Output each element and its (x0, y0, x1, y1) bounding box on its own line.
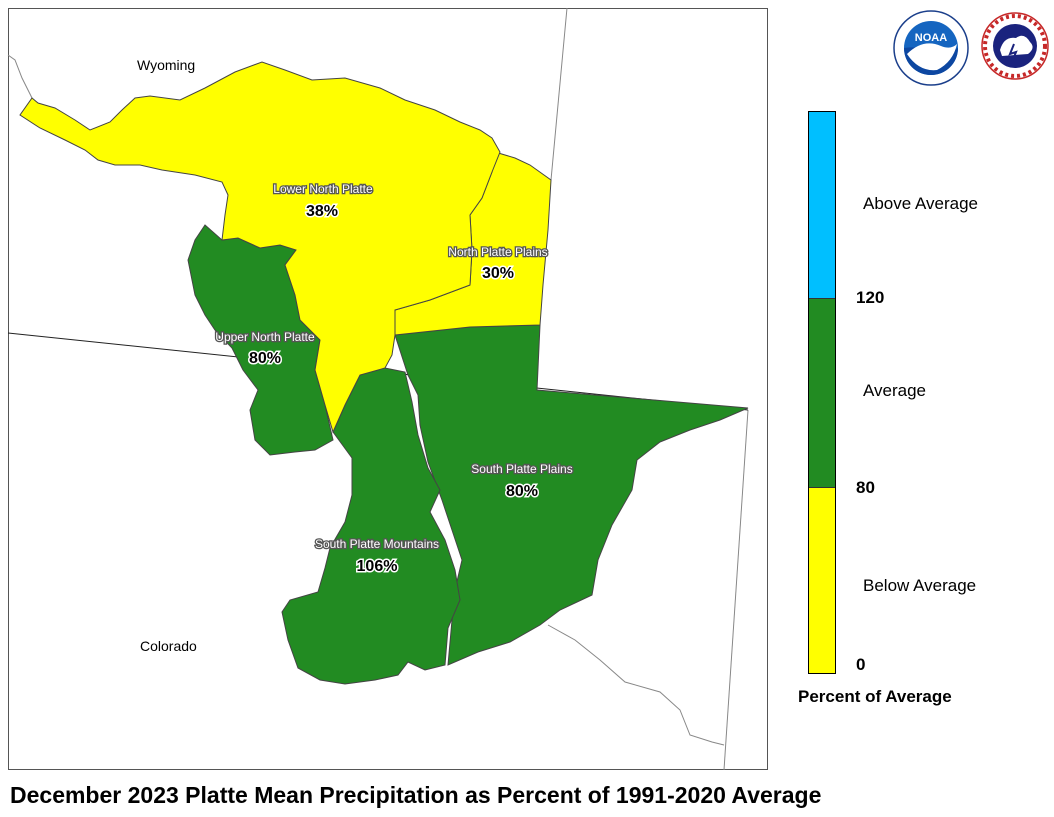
legend-swatch-below-average (809, 488, 835, 673)
basin-name-south-platte-mountains: South Platte Mountains (315, 537, 439, 551)
svg-text:NOAA: NOAA (915, 32, 947, 44)
basin-name-upper-north-platte: Upper North Platte (215, 330, 315, 344)
noaa-logo-icon: NOAA (893, 10, 969, 86)
legend-swatch-above-average (809, 112, 835, 298)
basin-lower-north-platte[interactable] (19, 61, 501, 434)
legend-label-below-average: Below Average (863, 576, 977, 595)
basin-percent-south-platte-plains: 80% (506, 483, 538, 500)
legend-tick-80: 80 (856, 478, 875, 497)
legend-tick-0: 0 (856, 655, 866, 674)
southeast-border-line (723, 409, 749, 771)
basin-name-south-platte-plains: South Platte Plains (471, 462, 572, 476)
basin-percent-north-platte-plains: 30% (482, 265, 514, 282)
basin-name-lower-north-platte: Lower North Platte (273, 182, 373, 196)
legend-colorbar (808, 111, 836, 674)
basin-percent-south-platte-mountains: 106% (357, 558, 398, 575)
state-label-colorado: Colorado (140, 638, 197, 654)
basin-name-north-platte-plains: North Platte Plains (448, 245, 547, 259)
state-label-wyoming: Wyoming (137, 57, 195, 73)
river-border-line (547, 624, 725, 746)
basin-south-platte-plains[interactable] (394, 324, 749, 666)
basin-percent-upper-north-platte: 80% (249, 350, 281, 367)
east-border-line (550, 7, 568, 181)
basin-map: Wyoming Colorado Lower North Platte 38% … (7, 7, 749, 771)
basin-percent-lower-north-platte: 38% (306, 203, 338, 220)
legend-label-above-average: Above Average (863, 194, 978, 213)
nws-logo-icon (981, 12, 1049, 80)
legend-tick-120: 120 (856, 288, 885, 307)
north-border-line (7, 54, 33, 99)
basin-south-platte-mountains[interactable] (281, 367, 461, 685)
legend-swatch-average (809, 298, 835, 488)
map-title: December 2023 Platte Mean Precipitation … (10, 782, 822, 808)
legend-title: Percent of Average (798, 687, 952, 706)
legend-label-average: Average (863, 381, 927, 400)
